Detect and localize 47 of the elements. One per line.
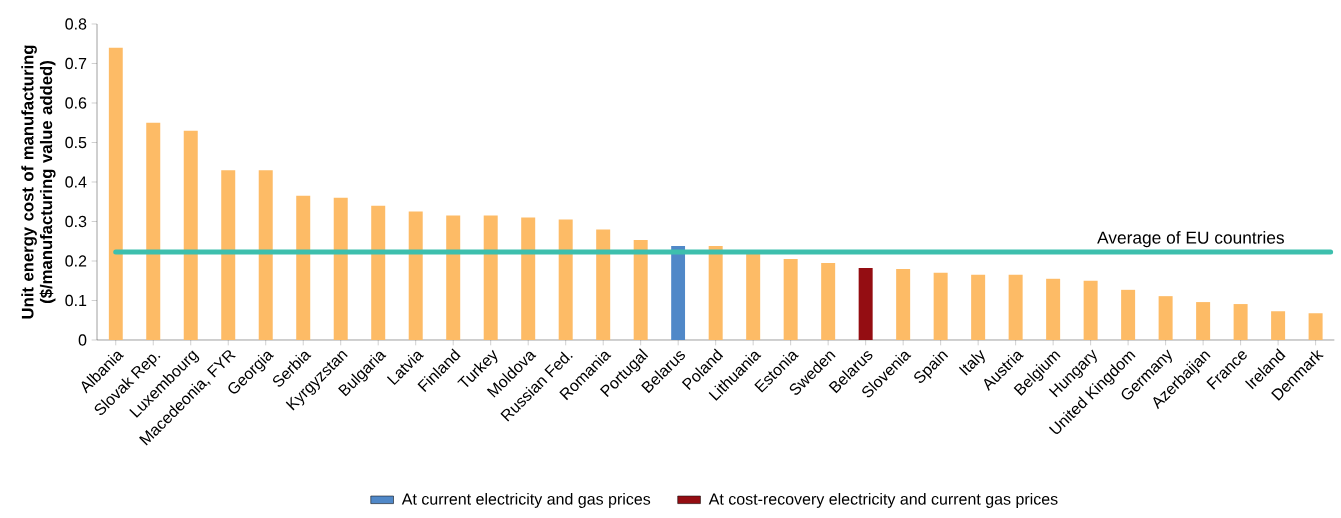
bar: [746, 253, 761, 340]
bar: [1196, 302, 1211, 340]
y-tick-label: 0.8: [65, 18, 87, 30]
bar: [108, 47, 123, 340]
y-tick-label: 0.7: [65, 57, 87, 70]
bar: [221, 170, 236, 340]
y-tick-label: 0.6: [65, 97, 87, 109]
bar: [446, 215, 461, 340]
bar: [258, 170, 273, 340]
bar: [708, 245, 723, 340]
bar: [1121, 289, 1136, 340]
bar: [1158, 296, 1173, 340]
bar: [521, 217, 536, 340]
bar: [1308, 313, 1323, 340]
bar: [896, 268, 911, 340]
bar: [371, 205, 386, 340]
bar: [558, 219, 573, 340]
bar: [596, 229, 611, 340]
y-axis-title: Unit energy cost of manufacturing ($/manufacturing value added): [21, 45, 56, 319]
bar: [1233, 304, 1248, 340]
bar: [633, 240, 648, 340]
ref-line-label: Average of EU countries: [1097, 231, 1284, 248]
bar: [821, 262, 836, 340]
bar: [183, 130, 198, 340]
bar: [1008, 274, 1023, 340]
y-tick-label: 0.4: [65, 176, 87, 188]
y-tick-label: 0.5: [65, 136, 87, 149]
bar: [333, 197, 348, 340]
y-tick-label: 0.2: [65, 255, 87, 267]
bar: [858, 268, 873, 340]
bar: [671, 245, 686, 340]
bar: [933, 272, 948, 340]
bar: [483, 215, 498, 340]
bar: [783, 259, 798, 340]
bar: [408, 211, 423, 340]
legend-label: At cost-recovery electricity and current gas prices: [708, 493, 1058, 508]
y-tick-label: 0.3: [65, 215, 87, 228]
y-tick-label: 0: [78, 334, 87, 346]
bar: [146, 122, 161, 340]
x-tick-label: Italy: [958, 349, 985, 376]
bar: [1046, 278, 1061, 340]
bar: [1083, 280, 1098, 340]
bar: [971, 274, 986, 340]
legend-label: At current electricity and gas prices: [401, 493, 651, 508]
bar: [1271, 311, 1286, 340]
y-tick-label: 0.1: [65, 294, 87, 307]
bar: [296, 195, 311, 340]
